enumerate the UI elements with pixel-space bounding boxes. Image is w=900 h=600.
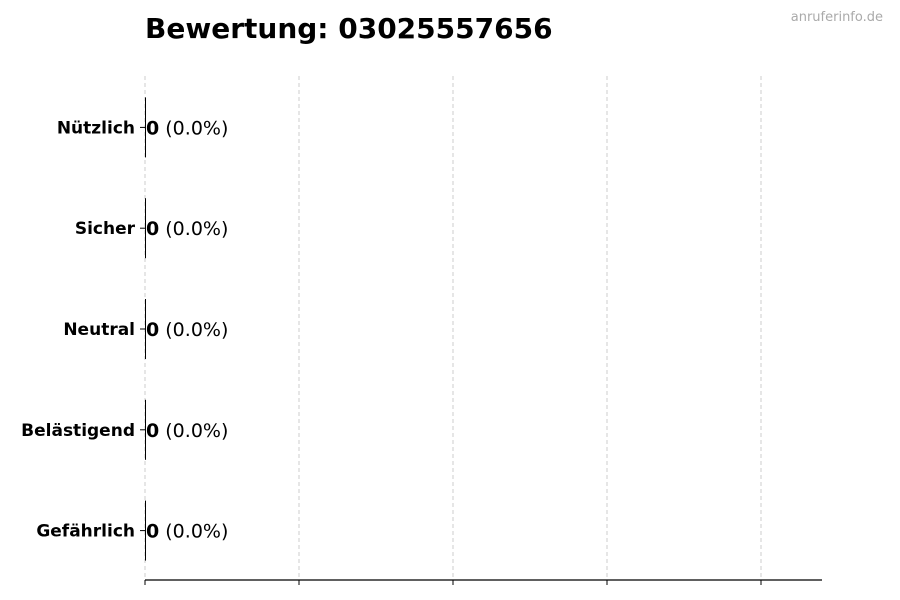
data-label-value: 0 <box>146 521 159 543</box>
data-label: 0 (0.0%) <box>146 218 228 240</box>
data-label-percent: (0.0%) <box>159 319 228 341</box>
data-label-value: 0 <box>146 319 159 341</box>
bar <box>145 399 146 460</box>
data-label: 0 (0.0%) <box>146 117 228 139</box>
data-label: 0 (0.0%) <box>146 420 228 442</box>
bar <box>145 500 146 561</box>
data-label-percent: (0.0%) <box>159 420 228 442</box>
bar <box>145 198 146 259</box>
chart-title: Bewertung: 03025557656 <box>145 12 553 45</box>
y-tick-label: Gefährlich <box>36 522 135 542</box>
y-tick-label: Neutral <box>63 320 135 340</box>
data-label-value: 0 <box>146 420 159 442</box>
data-label-value: 0 <box>146 117 159 139</box>
data-label-percent: (0.0%) <box>159 521 228 543</box>
y-tick-label: Belästigend <box>21 421 135 441</box>
data-label-percent: (0.0%) <box>159 117 228 139</box>
data-label: 0 (0.0%) <box>146 521 228 543</box>
watermark: anruferinfo.de <box>790 10 883 25</box>
data-label-percent: (0.0%) <box>159 218 228 240</box>
y-tick-label: Nützlich <box>57 118 135 138</box>
bar <box>145 299 146 359</box>
data-label-value: 0 <box>146 218 159 240</box>
bar <box>145 97 146 158</box>
data-label: 0 (0.0%) <box>146 319 228 341</box>
y-tick-label: Sicher <box>75 219 136 239</box>
